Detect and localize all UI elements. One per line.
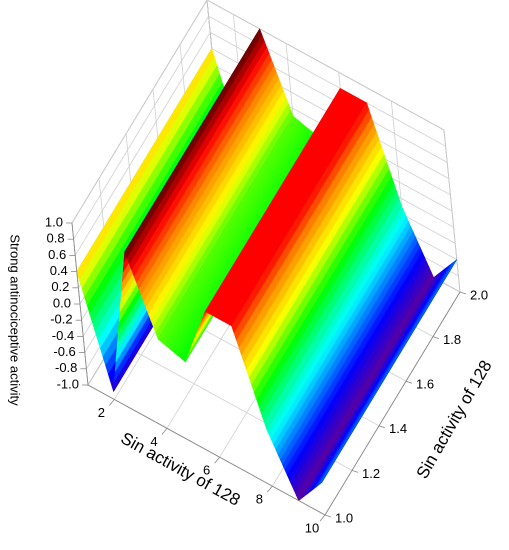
y-tick — [324, 514, 332, 518]
grid-line — [71, 0, 208, 224]
grid-line — [74, 32, 211, 256]
y-tick-label: 1.8 — [443, 332, 461, 347]
y-tick — [378, 425, 386, 429]
x-tick-label: 10 — [305, 520, 319, 535]
z-tick-label: -0.2 — [50, 312, 72, 327]
y-tick — [351, 470, 359, 473]
z-tick-label: 0.4 — [50, 263, 68, 278]
surface-segment — [204, 88, 368, 327]
z-tick-label: -0.8 — [55, 360, 77, 375]
x-tick — [109, 399, 115, 406]
surface — [76, 28, 458, 502]
z-axis-label: Strong antinociceptive activity — [8, 234, 23, 406]
x-tick — [319, 514, 326, 522]
y-tick — [405, 380, 413, 384]
x-tick-label: 6 — [203, 463, 210, 478]
surface-edge — [321, 259, 458, 483]
surface-segment — [266, 205, 435, 502]
z-tick-label: 0.8 — [47, 231, 65, 246]
y-tick — [432, 336, 440, 339]
z-tick-label: -0.4 — [52, 328, 74, 343]
grid-line — [73, 15, 209, 240]
z-tick-label: 1.0 — [45, 214, 63, 229]
y-tick-label: 2.0 — [470, 287, 488, 302]
surface-segment — [124, 28, 294, 340]
surface-segment — [231, 102, 403, 431]
z-tick-label: -0.6 — [53, 344, 75, 359]
y-tick-label: 1.4 — [389, 421, 407, 436]
x-tick-label: 2 — [98, 405, 105, 420]
z-tick-label: 0.2 — [51, 279, 69, 294]
grid-line — [208, 15, 446, 147]
surface-segment — [298, 259, 458, 501]
x-axis — [87, 384, 326, 516]
x-tick-label: 8 — [256, 492, 263, 507]
y-tick — [459, 291, 467, 295]
z-tick-label: 0.0 — [53, 295, 71, 310]
y-tick-label: 1.2 — [362, 466, 380, 481]
y-axis — [324, 291, 461, 516]
surface-patch — [319, 259, 458, 485]
x-tick — [267, 485, 273, 493]
x-tick — [214, 456, 220, 464]
grid-line — [206, 0, 445, 131]
z-tick-label: 0.6 — [48, 247, 66, 262]
z-tick-label: -1.0 — [57, 376, 79, 391]
x-tick — [161, 428, 168, 435]
x-axis-label: Sin activity of 128 — [118, 429, 244, 510]
y-tick-label: 1.0 — [335, 510, 353, 525]
x-tick-label: 4 — [150, 434, 157, 449]
y-tick-label: 1.6 — [416, 377, 434, 392]
